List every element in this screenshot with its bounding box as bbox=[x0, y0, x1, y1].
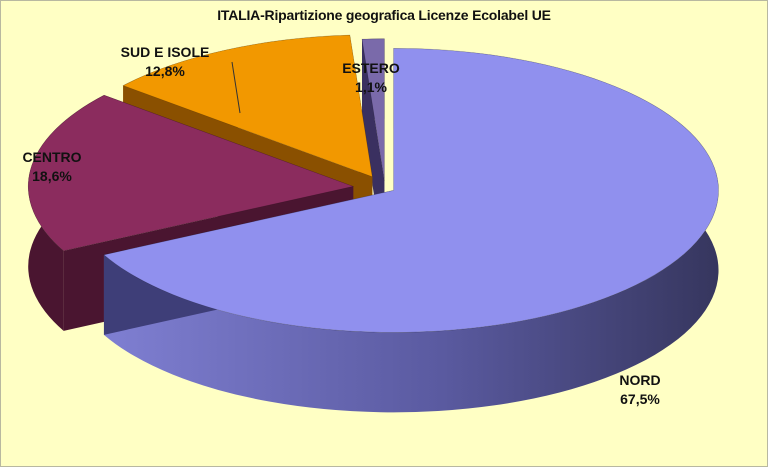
slice-value-nord: 67,5% bbox=[620, 391, 660, 407]
pie-slice-centro bbox=[27, 94, 355, 252]
slice-label-sud-e-isole: SUD E ISOLE bbox=[121, 44, 210, 60]
slice-value-sud-e-isole: 12,8% bbox=[145, 63, 185, 79]
chart-title: ITALIA-Ripartizione geografica Licenze E… bbox=[217, 7, 551, 23]
slice-value-estero: 1,1% bbox=[355, 79, 387, 95]
slice-label-estero: ESTERO bbox=[342, 60, 400, 76]
pie-slice-estero bbox=[361, 38, 385, 181]
slice-label-centro: CENTRO bbox=[22, 149, 81, 165]
pie-slice-nord bbox=[103, 48, 719, 333]
leader-line-sud-e-isole bbox=[231, 61, 241, 114]
slice-value-centro: 18,6% bbox=[32, 168, 72, 184]
slice-label-nord: NORD bbox=[619, 372, 660, 388]
pie-slice-sud-e-isole bbox=[122, 34, 373, 178]
